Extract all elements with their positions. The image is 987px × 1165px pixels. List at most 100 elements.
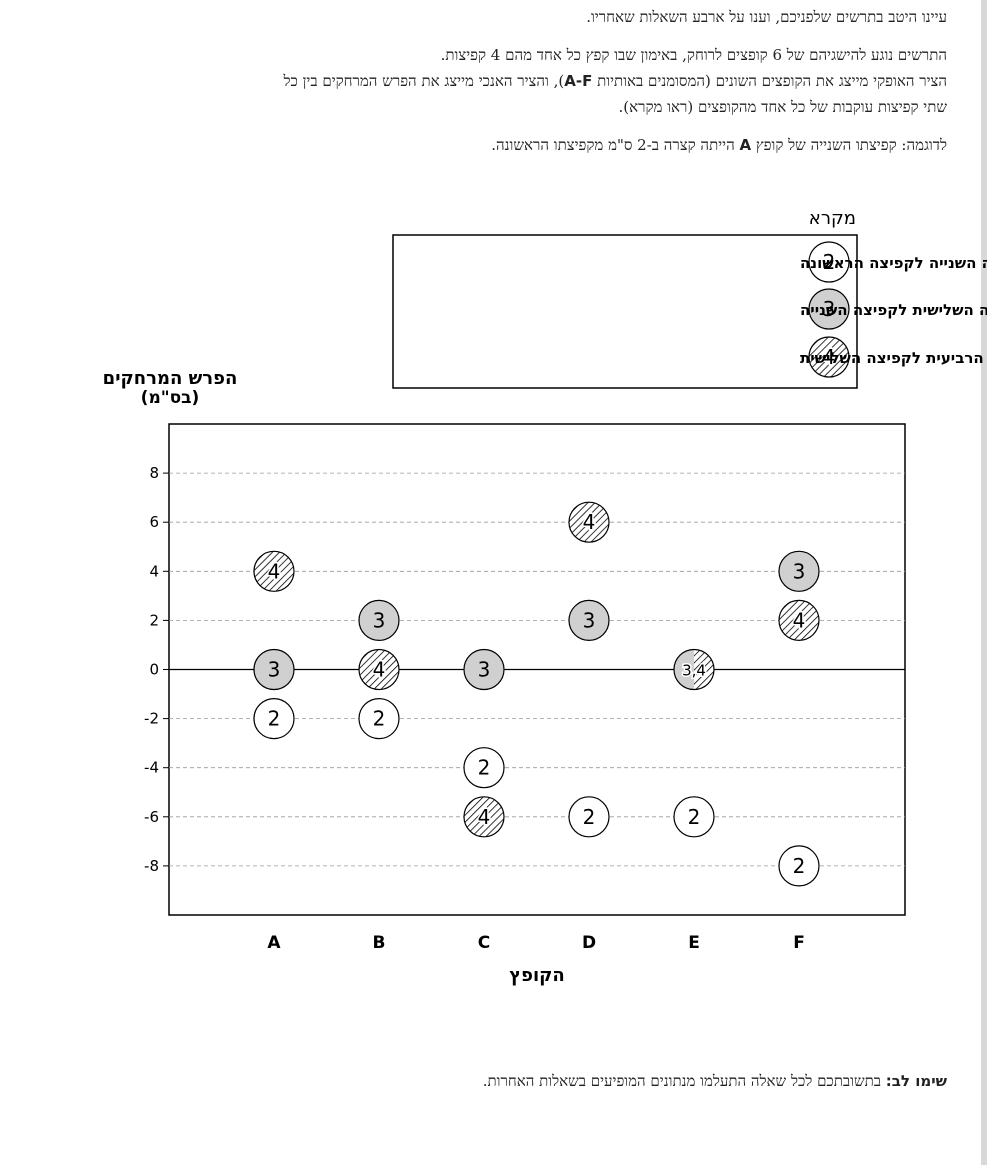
marker-circle: [253, 648, 295, 691]
marker-label: 3: [583, 608, 596, 632]
marker-circle: [778, 845, 820, 887]
y-tick-label: -6: [144, 808, 159, 826]
marker-circle: [568, 501, 610, 543]
marker-circle: [778, 550, 820, 592]
x-tick-label: C: [478, 933, 490, 953]
data-point: 2: [568, 796, 610, 838]
marker-circle: [808, 241, 850, 283]
data-points: 2 3 4 2 3 4 2 3 4 2 3 4 2 3,4 2 3 4: [253, 501, 820, 887]
data-point: 3,4: [673, 648, 715, 691]
marker-circle: [568, 796, 610, 838]
marker-circle: [463, 648, 505, 691]
legend-box: [392, 234, 858, 389]
legend-entries: 2– ההפרש בין הקפיצה השנייה לקפיצה הראשונ…: [800, 241, 987, 378]
data-point: 3: [568, 599, 610, 642]
data-point: 2: [253, 697, 295, 740]
intro-line-2: התרשים נוגע להישגיהם של 6 קופצים לרוחק, …: [440, 46, 947, 64]
marker-label: 3: [793, 559, 806, 583]
intro-line-3: הציר האופקי מייצג את הקופצים השונים (המס…: [40, 68, 947, 94]
marker-circle: [358, 648, 400, 691]
marker-label: 2: [823, 250, 836, 274]
marker-label: 2: [583, 805, 596, 829]
legend-label: – ההפרש בין הקפיצה הרביעית לקפיצה השלישי…: [800, 349, 987, 367]
chart: מקרא 2– ההפרש בין הקפיצה השנייה לקפיצה ה…: [103, 208, 987, 986]
x-tick-label: B: [373, 933, 386, 953]
marker-label: 2: [688, 805, 701, 829]
marker-label: 4: [478, 805, 491, 829]
marker-circle: [358, 599, 400, 642]
marker-circle: [778, 599, 820, 642]
legend-marker: 2: [808, 241, 850, 283]
legend-marker: 3: [808, 288, 850, 330]
x-tick-label: E: [688, 933, 700, 953]
marker-circle: [568, 599, 610, 642]
marker-circle: [358, 697, 400, 740]
marker-label: 3: [373, 608, 386, 632]
marker-circle: [673, 796, 715, 838]
marker-label: 3: [268, 658, 281, 682]
y-tick-label: -4: [144, 759, 159, 777]
marker-circle: [808, 336, 850, 378]
y-tick-label: 8: [149, 464, 159, 482]
note-line: שימו לב: בתשובתכם לכל שאלה התעלמו מנתוני…: [40, 1068, 947, 1094]
data-point: 4: [253, 550, 295, 592]
legend-title: מקרא: [809, 208, 856, 229]
marker-label: 3: [823, 297, 836, 321]
example-line: לדוגמה: קפיצתו השנייה של קופץ A הייתה קצ…: [40, 132, 947, 158]
intro-paragraph: התרשים נוגע להישגיהם של 6 קופצים לרוחק, …: [40, 42, 947, 120]
y-tick-label: 0: [149, 661, 159, 679]
note-text: בתשובתכם לכל שאלה התעלמו מנתונים המופיעי…: [482, 1072, 886, 1090]
data-point: 2: [673, 796, 715, 838]
marker-label: 4: [373, 658, 386, 682]
x-tick-label: A: [267, 933, 281, 953]
x-axis-title: הקופץ: [509, 965, 565, 986]
data-point: 3: [463, 648, 505, 691]
data-point: 3: [253, 648, 295, 691]
marker-half-gray: [674, 649, 694, 690]
intro-line-1: עיינו היטב בתרשים שלפניכם, וענו על ארבע …: [586, 8, 947, 26]
marker-label: 2: [268, 707, 281, 731]
data-point: 2: [778, 845, 820, 887]
x-tick-label: D: [582, 933, 596, 953]
example-end: הייתה קצרה ב-2 ס"מ מקפיצתו הראשונה.: [491, 136, 740, 154]
data-point: 3: [778, 550, 820, 592]
y-tick-label: 6: [149, 513, 159, 531]
marker-circle: [808, 288, 850, 330]
data-point: 4: [778, 599, 820, 642]
y-tick-label: 4: [149, 562, 159, 580]
page-edge: [981, 0, 987, 1165]
marker-circle: [253, 697, 295, 740]
legend-marker: 4: [808, 336, 850, 378]
y-tick-label: -8: [144, 857, 159, 875]
marker-label: 4: [793, 608, 806, 632]
legend-label: – ההפרש בין הקפיצה השלישית לקפיצה השנייה: [800, 301, 987, 319]
y-axis-title-line2: (בס"מ): [141, 388, 200, 408]
data-point: 4: [463, 796, 505, 838]
marker-circle: [463, 747, 505, 789]
example-start: לדוגמה: קפיצתו השנייה של קופץ: [751, 136, 947, 154]
data-point: 2: [358, 697, 400, 740]
marker-label: 2: [373, 707, 386, 731]
intro-line-3-end: ), והציר האנכי מייצג את הפרש המרחקים בין…: [283, 72, 565, 90]
y-ticks: 8 6 4 2 0 -2 -4 -6 -8: [144, 464, 169, 875]
data-point: 2: [463, 747, 505, 789]
y-tick-label: 2: [149, 611, 159, 629]
letters-a-f: A-F: [564, 72, 593, 90]
x-ticks: A B C D E F: [267, 933, 804, 953]
marker-label: 4: [268, 559, 281, 583]
marker-label: 4: [823, 345, 836, 369]
y-tick-label: -2: [144, 710, 159, 728]
marker-outline: [673, 648, 715, 691]
example-jumper: A: [739, 136, 752, 154]
marker-label: 3,4: [682, 662, 706, 680]
data-point: 4: [568, 501, 610, 543]
x-tick-label: F: [793, 933, 805, 953]
intro-line-3-start: הציר האופקי מייצג את הקופצים השונים (המס…: [592, 72, 947, 90]
note-label: שימו לב:: [885, 1072, 947, 1090]
legend-label: – ההפרש בין הקפיצה השנייה לקפיצה הראשונה: [800, 254, 987, 272]
marker-label: 2: [478, 756, 491, 780]
data-point: 3: [358, 599, 400, 642]
marker-circle: [463, 796, 505, 838]
data-point: 4: [358, 648, 400, 691]
marker-label: 3: [478, 658, 491, 682]
